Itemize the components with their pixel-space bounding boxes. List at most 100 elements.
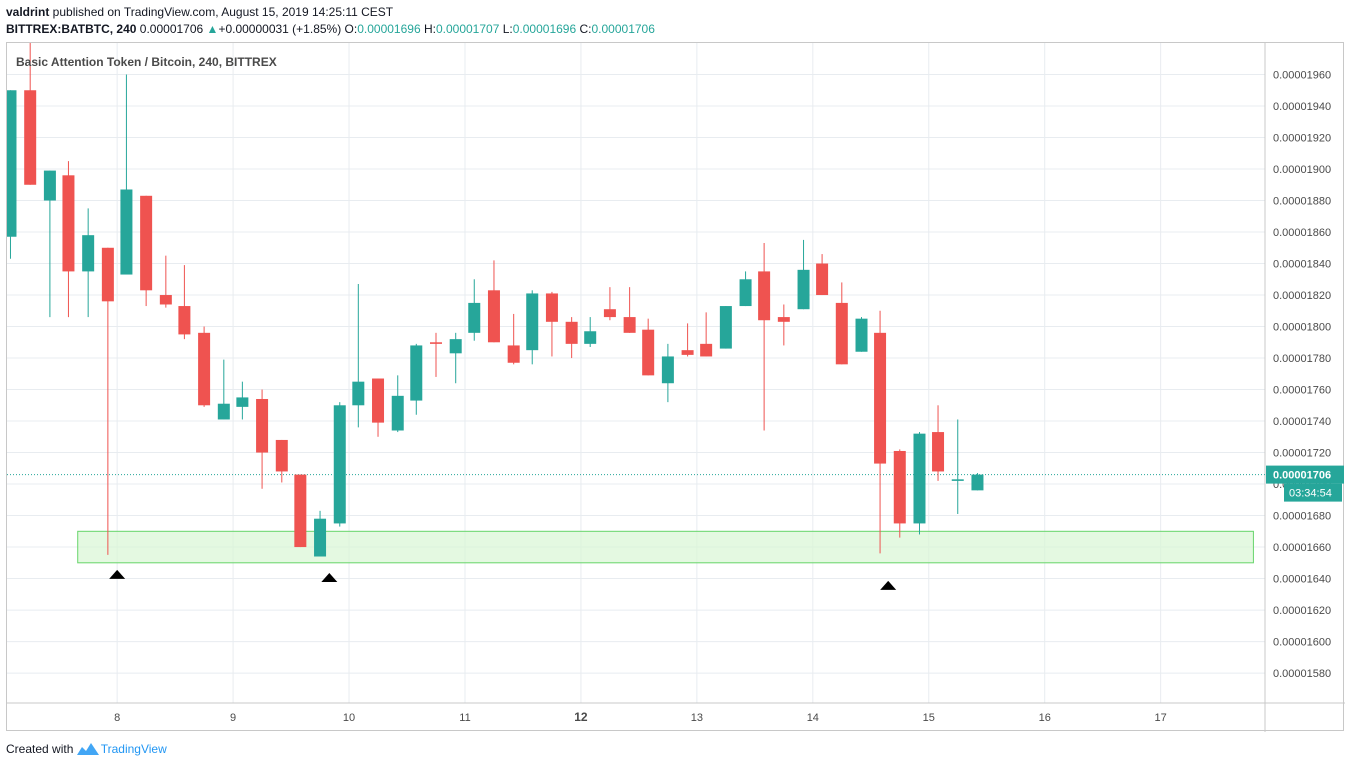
candle xyxy=(681,323,694,357)
candle-body xyxy=(797,269,810,310)
candle-body xyxy=(7,90,17,237)
candle-body xyxy=(545,293,558,322)
candle-body xyxy=(932,432,945,472)
open-value: 0.00001696 xyxy=(357,22,421,36)
candle-body xyxy=(700,343,713,357)
candle xyxy=(661,343,674,403)
symbol-label: BITTREX:BATBTC, 240 xyxy=(6,22,137,36)
candle xyxy=(816,254,829,296)
countdown-label: 03:34:54 xyxy=(1289,488,1332,500)
candle xyxy=(352,284,365,428)
candle xyxy=(159,255,172,308)
candlestick-chart[interactable]: 0.00001960 0.00001940 0.00001920 0.00001900… xyxy=(7,43,1345,732)
candle xyxy=(739,271,752,307)
y-tick-label: 0.00001640 xyxy=(1273,574,1331,586)
candle-body xyxy=(603,309,616,318)
candle xyxy=(623,287,636,333)
x-tick-label: 9 xyxy=(230,712,236,724)
y-tick-label: 0.00001960 xyxy=(1273,70,1331,82)
y-tick-label: 0.00001840 xyxy=(1273,259,1331,271)
y-tick-label: 0.00001880 xyxy=(1273,196,1331,208)
tradingview-logo-icon xyxy=(76,743,99,755)
candle xyxy=(372,378,385,437)
current-price-tag xyxy=(1266,465,1344,484)
price-change: +0.00000031 (+1.85%) xyxy=(218,22,342,36)
candle-body xyxy=(449,339,462,354)
candle xyxy=(719,306,732,349)
candle-body xyxy=(758,271,771,321)
candle xyxy=(603,287,616,321)
grid-lines xyxy=(7,43,1265,703)
candle-body xyxy=(951,479,964,481)
candle xyxy=(7,90,17,259)
candle-body xyxy=(159,295,172,305)
candle-body xyxy=(24,90,37,185)
candle xyxy=(314,510,327,557)
tradingview-brand[interactable]: TradingView xyxy=(100,742,167,756)
candle-body xyxy=(198,332,211,406)
high-value: 0.00001707 xyxy=(435,22,500,36)
x-tick-label: 8 xyxy=(114,712,120,724)
candle-body xyxy=(275,439,288,472)
candle xyxy=(178,265,191,340)
candle xyxy=(835,282,848,365)
last-price: 0.00001706 xyxy=(139,22,204,36)
candle-body xyxy=(526,293,539,351)
pivot-marker xyxy=(880,580,897,590)
candle xyxy=(913,432,926,535)
y-tick-label: 0.00001800 xyxy=(1273,322,1331,334)
candle-body xyxy=(681,350,694,355)
support-zone xyxy=(77,530,1254,564)
candle-body xyxy=(816,263,829,296)
author-name[interactable]: valdrint xyxy=(6,5,50,19)
candle xyxy=(391,375,404,433)
x-tick-label: 10 xyxy=(343,712,355,724)
candle xyxy=(120,74,133,275)
countdown-tag xyxy=(1284,483,1342,502)
candle-body xyxy=(62,175,75,272)
footer: Created with TradingView xyxy=(6,742,167,756)
candle-body xyxy=(333,405,346,524)
candle xyxy=(507,313,520,365)
candle xyxy=(874,310,887,554)
candle-body xyxy=(913,433,926,524)
low-value: 0.00001696 xyxy=(512,22,577,36)
publish-info: valdrint published on TradingView.com, A… xyxy=(6,5,393,19)
candle-body xyxy=(855,318,868,352)
candle-body xyxy=(140,195,153,291)
candle xyxy=(101,247,114,555)
candle xyxy=(198,326,211,407)
candle xyxy=(24,43,37,185)
y-tick-label: 0.00001720 xyxy=(1273,448,1331,460)
candle xyxy=(797,239,810,310)
published-text: published on TradingView.com, August 15,… xyxy=(49,5,394,19)
candle xyxy=(410,343,423,415)
y-tick-label: 0.00001940 xyxy=(1273,101,1331,113)
y-tick-label: 0.00001860 xyxy=(1273,227,1331,239)
candle-body xyxy=(236,397,249,407)
candle-body xyxy=(487,290,500,343)
x-tick-label: 16 xyxy=(1039,712,1051,724)
candle-body xyxy=(971,474,984,491)
candle xyxy=(82,208,95,318)
candle xyxy=(236,381,249,420)
candle xyxy=(855,317,868,352)
chart-frame[interactable]: 0.00001960 0.00001940 0.00001920 0.00001900… xyxy=(6,42,1345,732)
x-tick-label: 11 xyxy=(459,712,470,724)
candle-body xyxy=(178,306,191,335)
candle-body xyxy=(391,395,404,431)
x-tick-label: 13 xyxy=(691,712,703,724)
y-tick-label: 0.00001780 xyxy=(1273,353,1331,365)
candle-body xyxy=(507,345,520,363)
candle xyxy=(256,389,269,489)
pivot-marker xyxy=(321,572,338,582)
high-label: H: xyxy=(423,22,436,36)
candle-body xyxy=(294,474,307,548)
candle xyxy=(971,473,984,491)
candle-body xyxy=(217,403,230,420)
candle-body xyxy=(777,317,790,322)
candle xyxy=(642,318,655,376)
current-price-label: 0.00001706 xyxy=(1273,470,1331,482)
y-tick-label: 0.00001680 xyxy=(1273,511,1331,523)
open-label: O: xyxy=(344,22,358,36)
